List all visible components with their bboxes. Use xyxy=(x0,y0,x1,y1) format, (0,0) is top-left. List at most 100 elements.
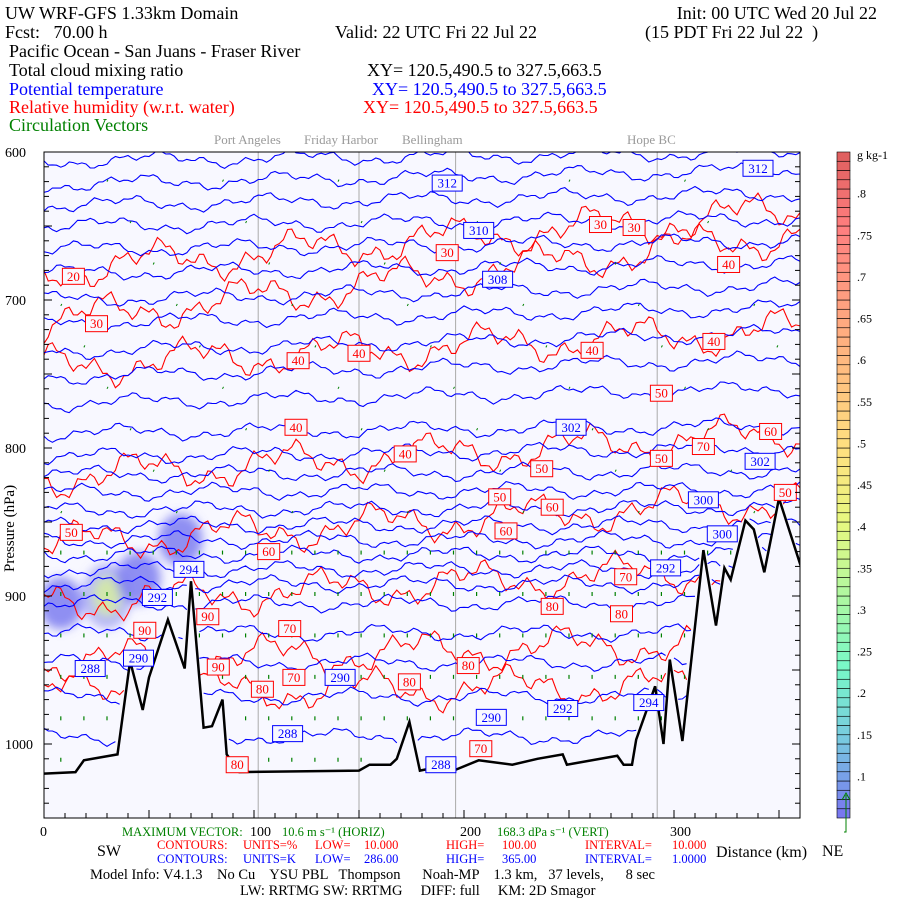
y-tick-label: 1000 xyxy=(5,738,33,753)
colorbar-swatch xyxy=(836,771,851,782)
vector-mark xyxy=(60,510,63,514)
vector-mark xyxy=(383,262,386,265)
colorbar-swatch xyxy=(836,614,851,625)
colorbar-swatch xyxy=(836,780,851,791)
theta-contour xyxy=(44,480,800,502)
rh-label-box xyxy=(85,315,108,333)
vector-mark xyxy=(499,262,502,265)
model-info: Model Info: V4.1.3 No Cu YSU PBL Thompso… xyxy=(90,867,655,883)
theta-label-box xyxy=(173,560,205,578)
vector-mark xyxy=(360,220,363,224)
theta-contour xyxy=(44,417,800,443)
colorbar-swatch xyxy=(836,447,851,458)
y-tick-label: 700 xyxy=(5,294,26,309)
valid-time: Valid: 22 UTC Fri 22 Jul 22 xyxy=(335,22,537,42)
theta-label: 302 xyxy=(561,420,581,435)
rh-label-box xyxy=(540,498,564,516)
x-tick-label: 0 xyxy=(40,825,47,840)
rh-contour xyxy=(44,192,800,287)
max-vector-label: MAXIMUM VECTOR: xyxy=(122,825,243,839)
vector-mark xyxy=(106,386,109,390)
rh-interval-label: INTERVAL= xyxy=(585,838,652,852)
colorbar-swatch xyxy=(836,521,851,532)
theta-label: 292 xyxy=(148,590,168,605)
theta-contour xyxy=(44,440,800,466)
colorbar-swatch xyxy=(836,512,851,523)
colorbar-swatch xyxy=(836,530,851,541)
theta-contour xyxy=(44,233,800,257)
colorbar-label: .5 xyxy=(857,436,866,450)
vector-mark xyxy=(637,510,640,514)
colorbar-swatch xyxy=(836,170,851,181)
colorbar-swatch xyxy=(836,364,851,375)
location-hope-bc: Hope BC xyxy=(627,132,676,147)
colorbar-swatch xyxy=(836,734,851,745)
colorbar-swatch xyxy=(836,475,851,486)
rh-label-box xyxy=(61,267,85,285)
theta-high: 365.00 xyxy=(502,852,536,866)
rh-high: 100.00 xyxy=(502,838,536,852)
colorbar-swatch xyxy=(836,207,851,218)
theta-contour xyxy=(44,381,800,414)
theta-high-label: HIGH= xyxy=(446,852,484,866)
location-labels: Port Angeles Friday Harbor Bellingham Ho… xyxy=(214,132,676,147)
rh-label: 70 xyxy=(474,741,487,756)
colorbar-swatch xyxy=(836,651,851,662)
colorbar-swatch xyxy=(836,503,851,514)
theta-contour xyxy=(44,152,800,170)
rh-label: 30 xyxy=(90,316,103,331)
colorbar-label: .35 xyxy=(857,561,872,575)
vector-mark xyxy=(222,386,224,390)
colorbar-swatch xyxy=(836,762,851,773)
theta-label-box xyxy=(706,525,738,543)
theta-label: 300 xyxy=(713,526,733,541)
rh-contours-label: CONTOURS: xyxy=(157,838,228,852)
colorbar: g kg-1 .1 .15 .2 .25 .3 .35 .4 .45 .5 .55 .6 .65 .7.… xyxy=(836,148,888,833)
theta-label: 294 xyxy=(179,562,199,577)
rh-contour xyxy=(44,413,800,499)
rh-label-box xyxy=(257,543,281,561)
theta-label-box xyxy=(633,694,665,712)
rh-label-box xyxy=(456,657,480,675)
rh-label: 90 xyxy=(212,660,225,675)
rh-label-box xyxy=(530,460,554,478)
colorbar-swatch xyxy=(836,743,851,754)
theta-label: 308 xyxy=(488,272,508,287)
colorbar-swatch xyxy=(836,382,851,393)
theta-label: 290 xyxy=(482,710,502,725)
colorbar-swatch xyxy=(836,299,851,310)
vector-mark xyxy=(568,179,571,182)
theta-label: 310 xyxy=(469,223,489,238)
colorbar-swatch xyxy=(836,216,851,227)
vector-mark xyxy=(175,303,178,307)
colorbar-swatch xyxy=(836,179,851,190)
sw-label: SW xyxy=(97,843,122,860)
theta-label-box xyxy=(324,668,356,686)
colorbar-swatch xyxy=(836,715,851,726)
vector-mark xyxy=(152,262,155,265)
theta-label: 302 xyxy=(750,454,770,469)
rh-label-box xyxy=(196,608,220,626)
colorbar-swatch xyxy=(836,558,851,569)
vector-mark xyxy=(268,469,271,472)
theta-units: UNITS=K xyxy=(243,852,296,866)
vector-mark xyxy=(453,386,455,390)
rh-label: 70 xyxy=(287,670,300,685)
theta-label-box xyxy=(141,588,173,606)
theta-label-box xyxy=(272,725,304,743)
rh-label: 90 xyxy=(138,623,151,638)
theta-label-box xyxy=(482,270,514,288)
rh-contour xyxy=(44,308,800,389)
colorbar-swatch xyxy=(836,419,851,430)
vector-mark xyxy=(429,345,432,348)
vector-mark xyxy=(129,428,132,431)
colorbar-swatch xyxy=(836,540,851,551)
vector-mark xyxy=(707,428,710,431)
colorbar-swatch xyxy=(836,641,851,652)
location-port-angeles: Port Angeles xyxy=(214,132,281,147)
vector-mark xyxy=(499,469,502,472)
theta-contour xyxy=(44,299,800,332)
theta-contour xyxy=(44,559,733,580)
colorbar-swatch xyxy=(836,660,851,671)
rh-label-box xyxy=(133,621,157,639)
